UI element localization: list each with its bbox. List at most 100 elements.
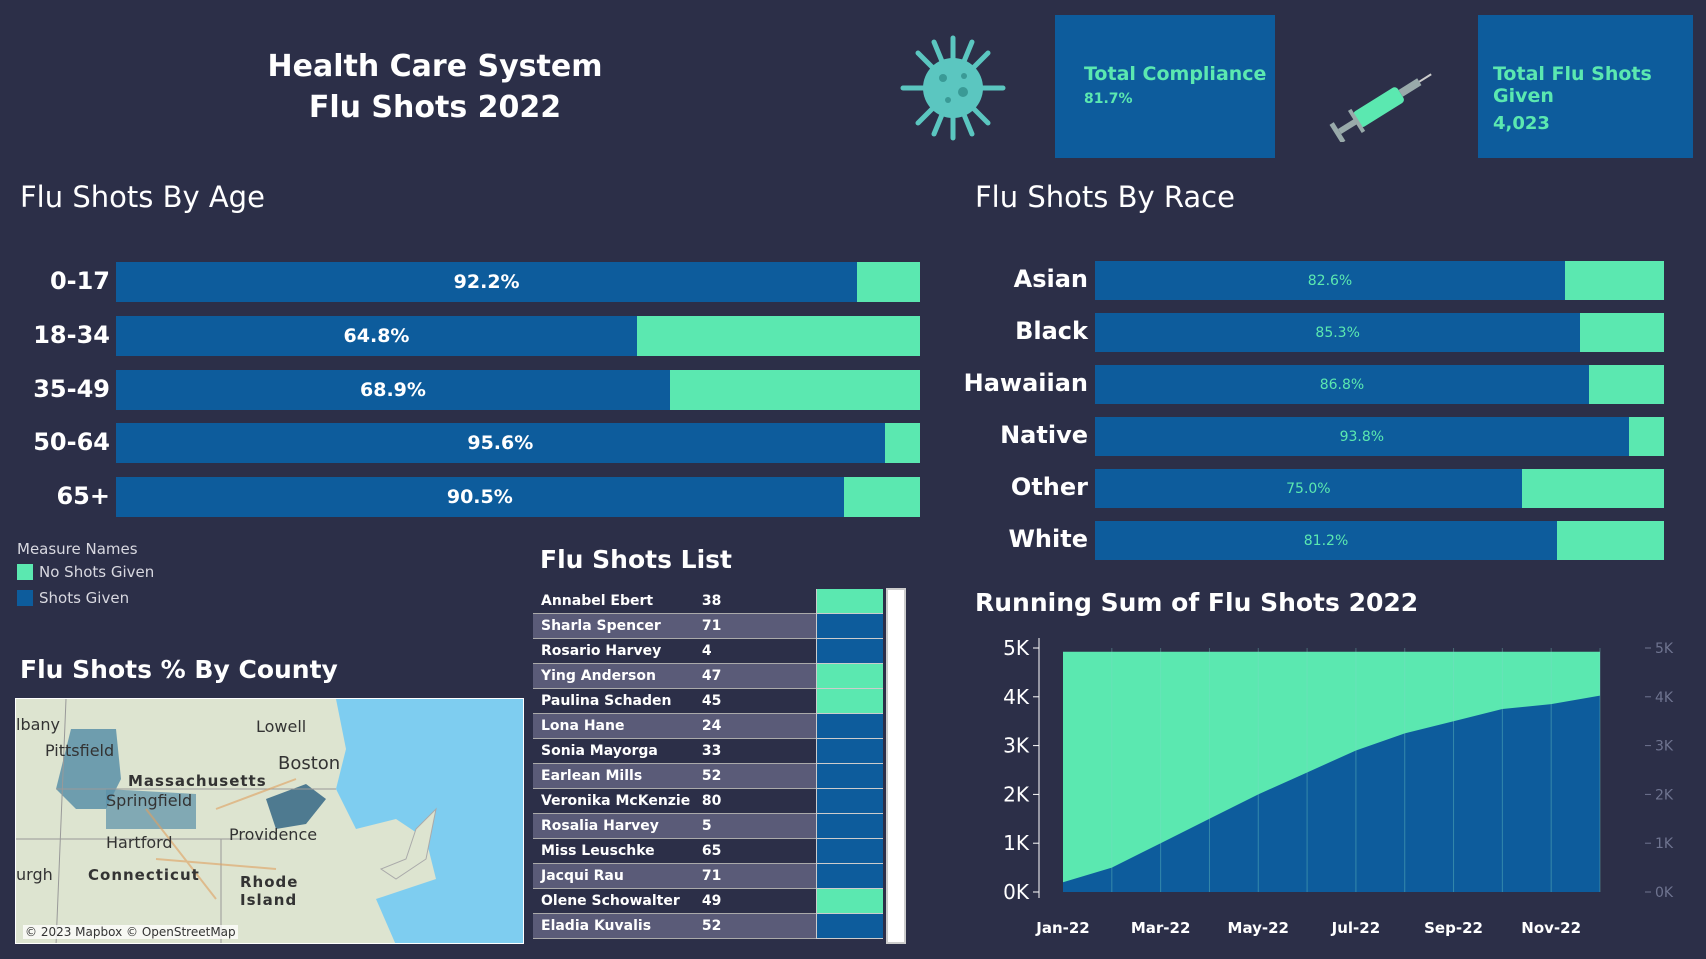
- list-scrollbar[interactable]: [886, 588, 906, 944]
- legend-item-shots-given[interactable]: Shots Given: [17, 589, 154, 607]
- map-label-massachusetts: Massachusetts: [128, 772, 267, 790]
- list-row-count: 24: [693, 714, 816, 739]
- y-tick-label: 4K: [1003, 685, 1030, 709]
- list-row[interactable]: Paulina Schaden 45: [533, 689, 884, 714]
- race-bar-shots-given[interactable]: 75.0%: [1095, 469, 1522, 508]
- title-line-1: Health Care System: [267, 49, 603, 84]
- age-bar-value: 90.5%: [446, 486, 513, 508]
- age-bar-shots-given[interactable]: 95.6%: [116, 423, 885, 463]
- map-label-hartford: Hartford: [106, 833, 173, 852]
- list-row-count: 33: [693, 739, 816, 764]
- map-label-providence: Providence: [229, 825, 318, 844]
- list-row-status: [815, 614, 884, 639]
- list-row-status: [815, 864, 884, 889]
- age-bar-label: 0-17: [49, 267, 110, 295]
- age-bar-shots-given[interactable]: 64.8%: [116, 316, 637, 356]
- race-bar-no-shots[interactable]: 75.0%: [1095, 469, 1664, 508]
- list-row[interactable]: Miss Leuschke 65: [533, 839, 884, 864]
- race-bar-no-shots[interactable]: 85.3%: [1095, 313, 1664, 352]
- age-bar-no-shots[interactable]: 64.8%: [116, 316, 920, 356]
- race-bar-no-shots[interactable]: 82.6%: [1095, 261, 1664, 300]
- list-row[interactable]: Lona Hane 24: [533, 714, 884, 739]
- race-bar-no-shots[interactable]: 93.8%: [1095, 417, 1664, 456]
- list-row[interactable]: Olene Schowalter 49: [533, 889, 884, 914]
- age-bar-no-shots[interactable]: 68.9%: [116, 370, 920, 410]
- list-row[interactable]: Rosalia Harvey 5: [533, 814, 884, 839]
- legend-title: Measure Names: [17, 540, 138, 558]
- list-row-count: 5: [693, 814, 816, 839]
- age-bar-no-shots[interactable]: 92.2%: [116, 262, 920, 302]
- map-label-boston: Boston: [278, 753, 341, 774]
- age-bar-no-shots[interactable]: 95.6%: [116, 423, 920, 463]
- kpi-total-label: Total Flu Shots Given: [1493, 63, 1652, 107]
- title-line-2: Flu Shots 2022: [308, 90, 562, 125]
- y-tick-label-right: 3K: [1655, 739, 1674, 755]
- y-tick-label-right: 5K: [1655, 641, 1674, 657]
- county-map[interactable]: lbany Lowell Pittsfield Boston Massachus…: [15, 698, 524, 944]
- race-bar-label: Hawaiian: [963, 369, 1088, 397]
- race-bar-shots-given[interactable]: 93.8%: [1095, 417, 1629, 456]
- y-tick-label-right: 2K: [1655, 787, 1674, 803]
- list-row-name: Jacqui Rau: [533, 864, 694, 889]
- race-bar-label: Other: [1010, 473, 1088, 501]
- list-section-title: Flu Shots List: [540, 545, 732, 574]
- age-bar-label: 18-34: [33, 321, 110, 349]
- legend-item-no-shots[interactable]: No Shots Given: [17, 563, 154, 581]
- race-bar-shots-given[interactable]: 85.3%: [1095, 313, 1581, 352]
- y-tick-label: 0K: [1003, 880, 1030, 904]
- map-section-title: Flu Shots % By County: [20, 655, 338, 684]
- list-row-status: [815, 814, 884, 839]
- list-row-name: Ying Anderson: [533, 664, 694, 689]
- x-tick-label: Jan-22: [1035, 919, 1089, 937]
- race-bar-label: White: [1008, 525, 1088, 553]
- area-shots-given[interactable]: [1063, 695, 1600, 892]
- list-row[interactable]: Annabel Ebert 38: [533, 589, 884, 614]
- race-bar-shots-given[interactable]: 82.6%: [1095, 261, 1565, 300]
- list-row-status: [815, 689, 884, 714]
- list-row[interactable]: Sharla Spencer 71: [533, 614, 884, 639]
- age-bar-value: 64.8%: [343, 325, 410, 347]
- list-row[interactable]: Jacqui Rau 71: [533, 864, 884, 889]
- list-row-name: Rosalia Harvey: [533, 814, 694, 839]
- list-row-count: 45: [693, 689, 816, 714]
- race-bar-no-shots[interactable]: 86.8%: [1095, 365, 1664, 404]
- race-bar-value: 81.2%: [1303, 532, 1349, 549]
- list-row-status: [815, 589, 884, 614]
- list-row-status: [815, 739, 884, 764]
- map-canvas: [16, 699, 523, 943]
- map-label-rhode: Rhode: [240, 873, 299, 891]
- list-row[interactable]: Earlean Mills 52: [533, 764, 884, 789]
- race-bar-no-shots[interactable]: 81.2%: [1095, 521, 1664, 560]
- list-row-count: 71: [693, 614, 816, 639]
- list-row[interactable]: Eladia Kuvalis 52: [533, 914, 884, 939]
- age-bar-shots-given[interactable]: 92.2%: [116, 262, 858, 302]
- list-row-count: 71: [693, 864, 816, 889]
- age-bar-no-shots[interactable]: 90.5%: [116, 477, 920, 517]
- age-bar-label: 65+: [56, 482, 110, 510]
- syringe-icon: [1329, 73, 1432, 142]
- list-row-name: Olene Schowalter: [533, 889, 694, 914]
- list-row-count: 38: [693, 589, 816, 614]
- age-bar-shots-given[interactable]: 68.9%: [116, 370, 670, 410]
- race-bar-label: Asian: [1013, 265, 1088, 293]
- kpi-compliance-value: 81.7%: [1084, 91, 1133, 107]
- y-tick-label: 5K: [1003, 636, 1030, 660]
- x-tick-label: Mar-22: [1131, 919, 1191, 937]
- list-row-status: [815, 889, 884, 914]
- race-bar-shots-given[interactable]: 81.2%: [1095, 521, 1558, 560]
- legend-label-shots-given: Shots Given: [39, 589, 130, 607]
- list-row[interactable]: Ying Anderson 47: [533, 664, 884, 689]
- list-row-name: Lona Hane: [533, 714, 694, 739]
- y-tick-label: 3K: [1003, 734, 1030, 758]
- list-row[interactable]: Rosario Harvey 4: [533, 639, 884, 664]
- race-bar-shots-given[interactable]: 86.8%: [1095, 365, 1589, 404]
- age-bar-shots-given[interactable]: 90.5%: [116, 477, 844, 517]
- list-row-count: 52: [693, 914, 816, 939]
- y-tick-label-right: 1K: [1655, 836, 1674, 852]
- list-row[interactable]: Sonia Mayorga 33: [533, 739, 884, 764]
- x-tick-label: Jul-22: [1331, 919, 1381, 937]
- list-row-name: Miss Leuschke: [533, 839, 694, 864]
- dashboard-title: Health Care System Flu Shots 2022: [260, 46, 610, 128]
- map-label-island: Island: [240, 891, 298, 909]
- list-row[interactable]: Veronika McKenzie 80: [533, 789, 884, 814]
